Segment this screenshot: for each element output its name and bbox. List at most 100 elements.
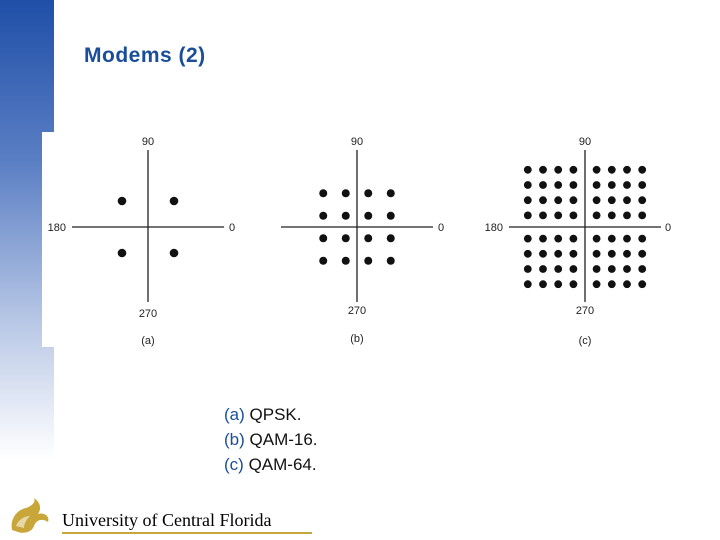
diagram-qam64: 90 180 0 270 (c) (485, 136, 671, 347)
footer-rule (62, 532, 312, 534)
qam16-points (319, 189, 395, 265)
qam64-label-90: 90 (579, 136, 591, 148)
caption-text-a: QPSK. (249, 405, 302, 424)
constellation-point (623, 234, 631, 243)
constellation-point (539, 181, 547, 189)
constellation-point (569, 234, 578, 243)
constellation-point (539, 211, 547, 220)
qam64-label-270: 270 (576, 305, 594, 317)
constellation-point (319, 234, 328, 243)
qam16-label-270: 270 (348, 305, 366, 317)
constellation-point (592, 280, 601, 289)
constellation-point (554, 234, 563, 243)
constellation-point (319, 256, 328, 265)
constellation-point (554, 196, 563, 205)
constellation-point (623, 265, 631, 273)
constellation-point (569, 249, 578, 258)
constellation-point (607, 249, 616, 258)
qam64-label-0: 0 (665, 222, 671, 234)
constellation-point (554, 165, 563, 174)
constellation-point (554, 181, 563, 189)
constellation-point (638, 265, 647, 273)
constellation-point (592, 234, 601, 243)
constellation-point (638, 165, 647, 174)
qpsk-label-90: 90 (142, 136, 154, 148)
constellation-point (539, 265, 547, 273)
constellation-point (607, 196, 616, 205)
constellation-point (117, 196, 127, 206)
caption-text-b: QAM-16. (249, 430, 318, 449)
constellation-point (554, 265, 563, 273)
qpsk-label-270: 270 (139, 308, 157, 320)
constellation-point (319, 211, 328, 220)
constellation-point (523, 265, 532, 273)
constellation-point (364, 211, 373, 220)
constellation-point (523, 196, 532, 205)
constellation-point (539, 165, 547, 174)
qpsk-points (117, 196, 179, 258)
constellation-point (539, 249, 547, 258)
constellation-point (607, 265, 616, 273)
diagram-qpsk: 90 180 0 270 (a) (48, 136, 235, 347)
constellation-point (364, 189, 373, 198)
constellation-point (592, 211, 601, 220)
constellation-point (523, 211, 532, 220)
constellation-point (364, 234, 373, 243)
constellation-point (592, 196, 601, 205)
constellation-point (523, 181, 532, 189)
constellation-point (638, 280, 647, 289)
constellation-point (623, 280, 631, 289)
constellation-point (638, 181, 647, 189)
constellation-point (539, 196, 547, 205)
constellation-point (569, 196, 578, 205)
pegasus-logo-icon (11, 498, 49, 533)
constellation-point (341, 211, 350, 220)
constellation-point (592, 249, 601, 258)
diagram-qam16: 90 0 270 (b) (281, 136, 444, 345)
qam16-label-0: 0 (438, 222, 444, 234)
constellation-point (386, 189, 395, 198)
constellation-point (569, 280, 578, 289)
institution-name: University of Central Florida (62, 510, 272, 530)
constellation-point (386, 256, 395, 265)
constellation-point (523, 165, 532, 174)
caption-text-c: QAM-64. (248, 455, 317, 474)
constellation-point (341, 256, 350, 265)
constellation-point (386, 211, 395, 220)
constellation-point (623, 181, 631, 189)
constellation-point (592, 265, 601, 273)
constellation-point (341, 189, 350, 198)
caption-label-a: (a) (224, 405, 245, 424)
constellation-point (539, 234, 547, 243)
constellation-point (364, 256, 373, 265)
constellation-point (592, 165, 601, 174)
constellation-point (638, 234, 647, 243)
constellation-point (607, 280, 616, 289)
qam64-sublabel: (c) (579, 335, 592, 347)
constellation-point (169, 248, 179, 258)
constellation-point (117, 248, 127, 258)
qpsk-label-180: 180 (48, 222, 66, 234)
caption-line-c: (c) QAM-64. (224, 452, 318, 477)
constellation-point (386, 234, 395, 243)
caption-label-c: (c) (224, 455, 244, 474)
constellation-point (523, 280, 532, 289)
qam16-label-90: 90 (351, 136, 363, 148)
constellation-point (607, 211, 616, 220)
caption-line-b: (b) QAM-16. (224, 427, 318, 452)
constellation-point (554, 280, 563, 289)
constellation-point (319, 189, 328, 198)
qam64-points (523, 165, 647, 289)
constellation-point (623, 249, 631, 258)
caption-line-a: (a) QPSK. (224, 402, 318, 427)
constellation-point (638, 249, 647, 258)
constellation-point (623, 165, 631, 174)
constellation-point (554, 211, 563, 220)
constellation-point (607, 234, 616, 243)
constellation-point (569, 211, 578, 220)
footer: University of Central Florida (6, 496, 326, 536)
constellation-point (623, 211, 631, 220)
constellation-point (554, 249, 563, 258)
constellation-point (523, 234, 532, 243)
